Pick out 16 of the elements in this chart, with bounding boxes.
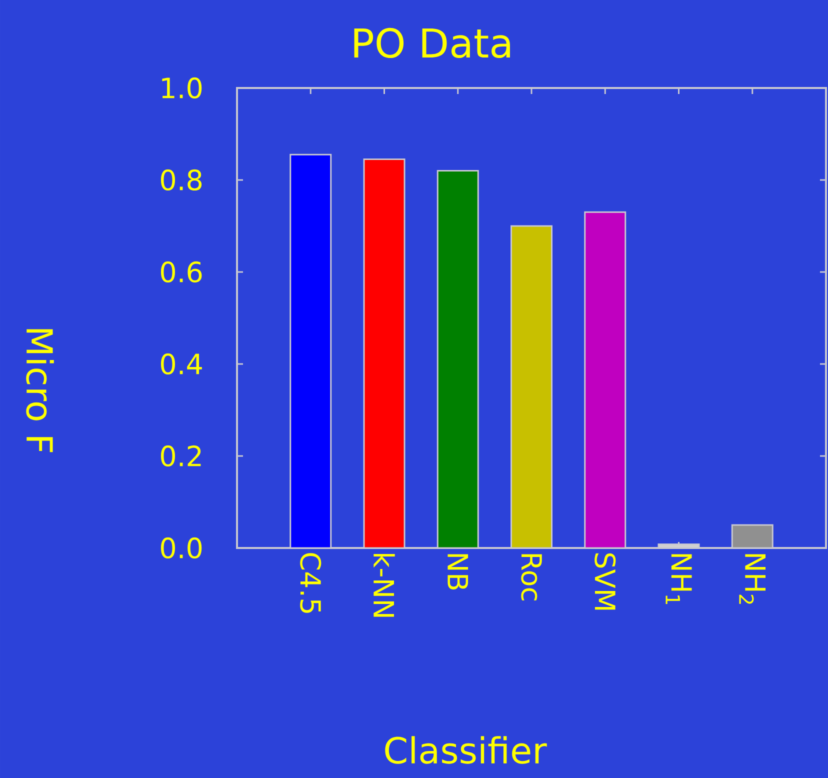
x-tick-label: SVM <box>594 553 616 610</box>
y-tick-label: 0.6 <box>160 261 202 283</box>
x-tick-label: k-NN <box>374 554 395 617</box>
y-tick-label: 0.4 <box>160 353 202 375</box>
chart-title: PO Data <box>354 28 510 58</box>
x-axis-title: Classifier <box>385 736 547 764</box>
y-axis-title: Micro F <box>26 329 54 452</box>
x-tick-label: NH$_{1}$ <box>666 554 692 604</box>
x-tick-label: C4.5 <box>300 553 322 613</box>
x-tick-label: NB <box>448 554 468 590</box>
y-tick-label: 0.0 <box>160 537 202 559</box>
y-tick-label: 0.2 <box>160 445 201 467</box>
y-tick-label: 0.8 <box>160 169 202 191</box>
x-tick-label: NH$_{2}$ <box>739 554 766 604</box>
x-tick-label: Roc <box>521 554 542 600</box>
y-tick-label: 1.0 <box>162 77 202 99</box>
